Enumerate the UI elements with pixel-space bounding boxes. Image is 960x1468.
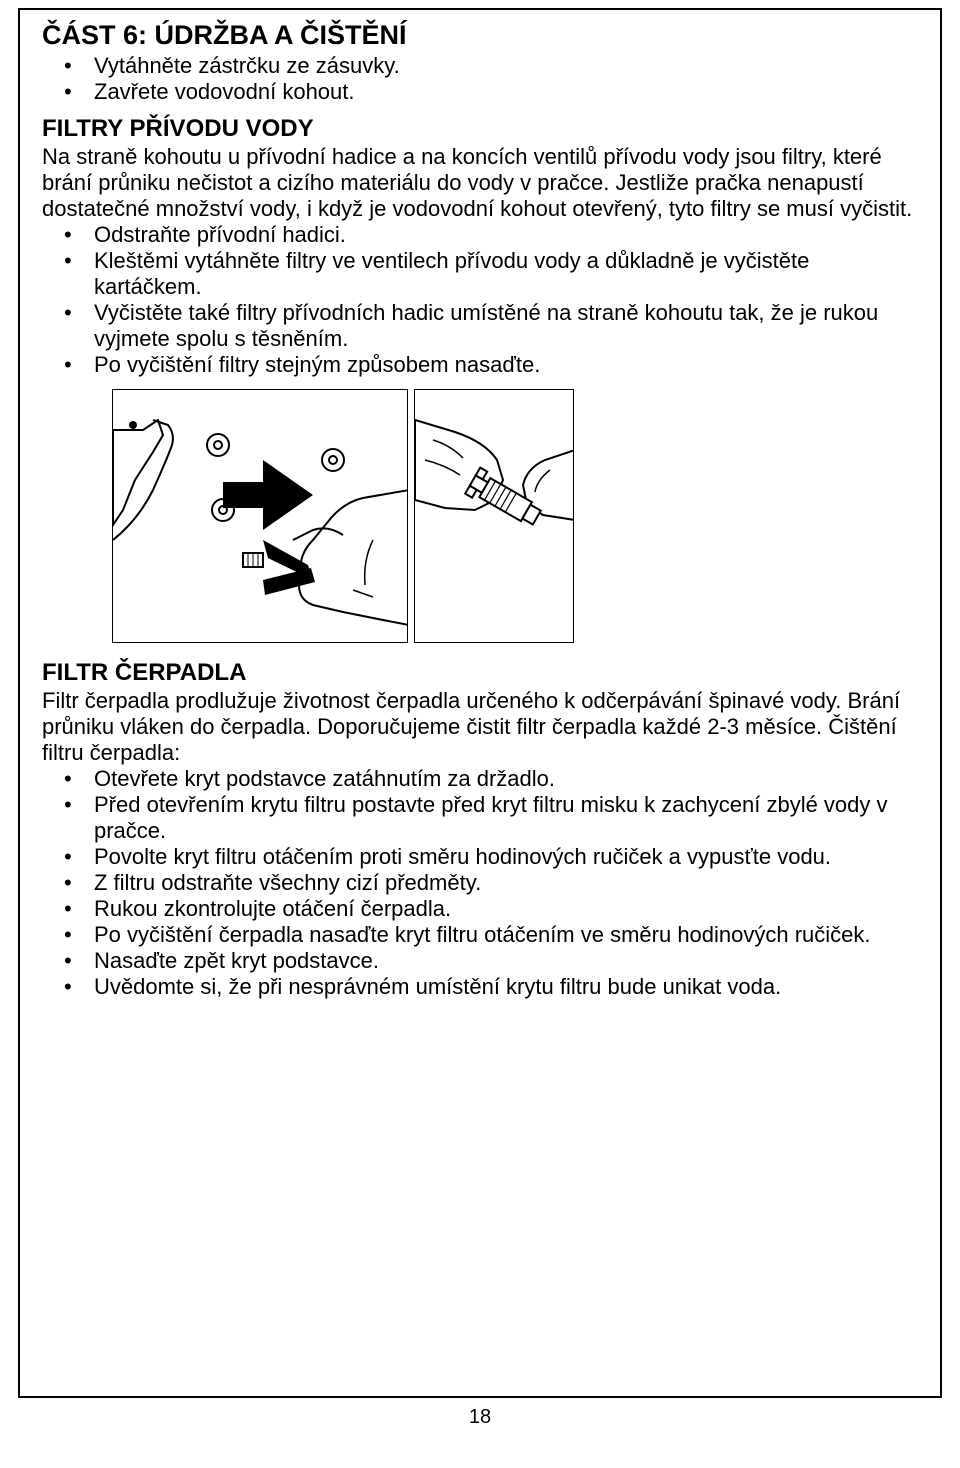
list-item: Z filtru odstraňte všechny cizí předměty… [94, 870, 918, 896]
intro-bullets: Vytáhněte zástrčku ze zásuvky. Zavřete v… [42, 53, 918, 105]
list-item: Otevřete kryt podstavce zatáhnutím za dr… [94, 766, 918, 792]
illustration-panel-b [414, 389, 574, 643]
page-border: ČÁST 6: ÚDRŽBA A ČIŠTĚNÍ Vytáhněte zástr… [18, 8, 942, 1398]
list-item: Uvědomte si, že při nesprávném umístění … [94, 974, 918, 1000]
illustration-panel-a [112, 389, 408, 643]
section2-bullets: Otevřete kryt podstavce zatáhnutím za dr… [42, 766, 918, 1000]
section1-heading: FILTRY PŘÍVODU VODY [42, 115, 918, 143]
list-item: Vytáhněte zástrčku ze zásuvky. [94, 53, 918, 79]
list-item: Odstraňte přívodní hadici. [94, 222, 918, 248]
list-item: Povolte kryt filtru otáčením proti směru… [94, 844, 918, 870]
section2-paragraph: Filtr čerpadla prodlužuje životnost čerp… [42, 688, 918, 766]
illustration-row [112, 389, 918, 643]
section-title: ČÁST 6: ÚDRŽBA A ČIŠTĚNÍ [42, 20, 918, 51]
section1-paragraph: Na straně kohoutu u přívodní hadice a na… [42, 144, 918, 222]
list-item: Nasaďte zpět kryt podstavce. [94, 948, 918, 974]
list-item: Před otevřením krytu filtru postavte pře… [94, 792, 918, 844]
section1-bullets: Odstraňte přívodní hadici. Kleštěmi vytá… [42, 222, 918, 378]
list-item: Rukou zkontrolujte otáčení čerpadla. [94, 896, 918, 922]
list-item: Po vyčištění čerpadla nasaďte kryt filtr… [94, 922, 918, 948]
list-item: Zavřete vodovodní kohout. [94, 79, 918, 105]
page-number: 18 [0, 1406, 960, 1429]
list-item: Kleštěmi vytáhněte filtry ve ventilech p… [94, 248, 918, 300]
section2-heading: FILTR ČERPADLA [42, 659, 918, 687]
list-item: Po vyčištění filtry stejným způsobem nas… [94, 352, 918, 378]
list-item: Vyčistěte také filtry přívodních hadic u… [94, 300, 918, 352]
